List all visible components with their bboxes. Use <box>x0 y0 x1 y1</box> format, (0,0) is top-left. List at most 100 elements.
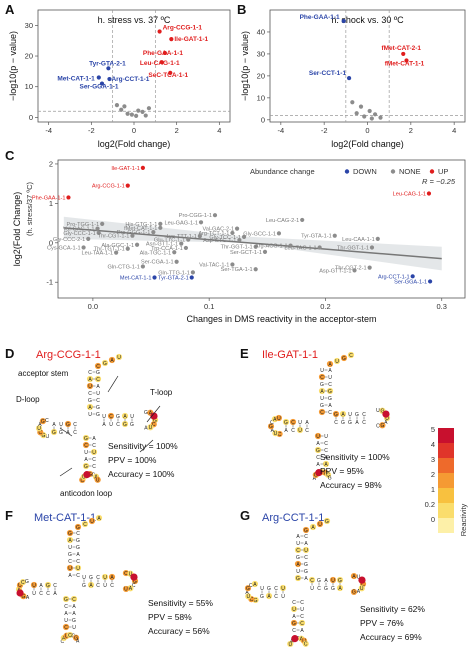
nucleotide-reactivity <box>289 418 297 426</box>
nucleotide: U <box>130 414 134 420</box>
nucleotide: C <box>84 443 88 449</box>
nucleotide: U <box>316 434 320 440</box>
nucleotide: C <box>109 414 113 420</box>
nucleotide: A <box>76 639 80 645</box>
nucleotide-reactivity <box>35 425 43 432</box>
point-label: Leu-TAA-1-1 <box>82 251 114 257</box>
nucleotide: U <box>88 412 92 418</box>
nucleotide: G <box>96 405 100 411</box>
nucleotide-reactivity <box>107 412 115 420</box>
data-point <box>134 113 139 118</box>
nucleotide: G <box>144 410 148 416</box>
nucleotide: U <box>304 548 308 554</box>
nucleotide: G <box>296 576 300 582</box>
point-label: Leu-TAG-1-1 <box>284 246 316 252</box>
nucleotide: A <box>72 611 76 617</box>
nucleotide: C <box>88 391 92 397</box>
nucleotide: U <box>124 587 128 593</box>
nucleotide: G <box>338 578 342 584</box>
nucleotide: G <box>324 586 328 592</box>
point-label: Asp-GTC-1-1 <box>203 238 236 244</box>
nucleotide-reactivity <box>87 581 95 589</box>
data-point <box>125 111 130 116</box>
colorbar-swatch <box>438 518 454 533</box>
nucleotide: C <box>291 420 295 426</box>
nucleotide: C <box>270 420 274 426</box>
nucleotide-reactivity <box>88 517 96 525</box>
nucleotide: G <box>246 586 250 592</box>
y-tick-label: 0 <box>29 113 33 122</box>
nucleotide-reactivity <box>82 441 90 449</box>
nucleotide: G <box>96 412 100 418</box>
y-axis-label: −log10(p − value) <box>8 31 18 101</box>
nucleotide-reactivity <box>272 430 279 437</box>
x-tick-label: -2 <box>321 126 328 135</box>
nucleotide-reactivity <box>94 375 102 383</box>
structure-e-accuracy: Accuracy = 98% <box>320 480 382 490</box>
high-reactivity-site <box>315 469 323 477</box>
point-label: fMet-CAT-1-1 <box>385 61 425 68</box>
point-label: SeC-TCA-1-1 <box>148 72 188 79</box>
data-point <box>375 236 380 241</box>
data-point <box>96 75 101 80</box>
nucleotide-reactivity <box>108 573 116 581</box>
point-label: Gly-CCC-1-1 <box>63 231 95 237</box>
x-tick-label: 0.0 <box>88 302 98 311</box>
annotation-arrow <box>146 405 161 423</box>
high-reactivity-site <box>291 635 299 643</box>
annotation-d-loop: D-loop <box>16 395 40 404</box>
nucleotide: C <box>349 353 353 359</box>
y-tick-label: -1 <box>46 278 53 287</box>
plot-frame <box>57 159 466 299</box>
data-point <box>114 250 119 255</box>
nucleotide-reactivity <box>50 428 58 436</box>
nucleotide: C <box>64 625 68 631</box>
nucleotide: C <box>152 422 156 428</box>
nucleotide: A <box>311 525 315 531</box>
nucleotide: C <box>76 559 80 565</box>
nucleotide-reactivity <box>326 360 334 368</box>
nucleotide: A <box>72 604 76 610</box>
nucleotide-reactivity <box>82 462 90 470</box>
nucleotide-reactivity <box>323 517 331 525</box>
nucleotide: G <box>123 422 127 428</box>
nucleotide: C <box>292 600 296 606</box>
nucleotide: G <box>96 370 100 376</box>
panel-label-g: G <box>240 508 250 523</box>
nucleotide: G <box>68 531 72 537</box>
data-point <box>134 242 140 247</box>
high-reactivity-site <box>150 412 158 420</box>
legend-item: UP <box>438 167 448 176</box>
nucleotide: C <box>68 633 72 639</box>
point-label: Arg-CCG-1-1 <box>92 184 125 190</box>
nucleotide-reactivity <box>94 476 101 483</box>
nucleotide: A <box>273 417 277 423</box>
nucleotide: G <box>304 528 308 534</box>
panel-label-c: C <box>5 148 15 163</box>
legend-title: Abundance change <box>250 167 315 176</box>
data-point <box>158 225 163 230</box>
point-label: Phe-GAA-1-1 <box>300 14 340 21</box>
nucleotide-reactivity <box>290 605 298 613</box>
nucleotide: G <box>320 382 324 388</box>
nucleotide-reactivity <box>101 573 109 581</box>
structure-f-accuracy: Accuracy = 56% <box>148 626 210 636</box>
nucleotide-reactivity <box>309 523 317 531</box>
data-point <box>169 37 174 42</box>
nucleotide: U <box>76 566 80 572</box>
nucleotide-reactivity <box>279 584 287 592</box>
nucleotide: C <box>250 597 254 603</box>
nucleotide: A <box>84 457 88 463</box>
nucleotide: G <box>84 464 88 470</box>
nucleotide: G <box>380 409 384 415</box>
nucleotide: C <box>73 422 77 428</box>
nucleotide: C <box>305 428 309 434</box>
nucleotide-reactivity <box>379 422 386 429</box>
nucleotide: A <box>304 541 308 547</box>
point-label: Arg-TCT-1-1 <box>198 231 229 237</box>
data-point <box>253 244 258 249</box>
nucleotide: A <box>271 428 275 434</box>
nucleotide: C <box>326 473 330 479</box>
nucleotide: A <box>123 414 127 420</box>
nucleotide-reactivity <box>64 420 72 428</box>
